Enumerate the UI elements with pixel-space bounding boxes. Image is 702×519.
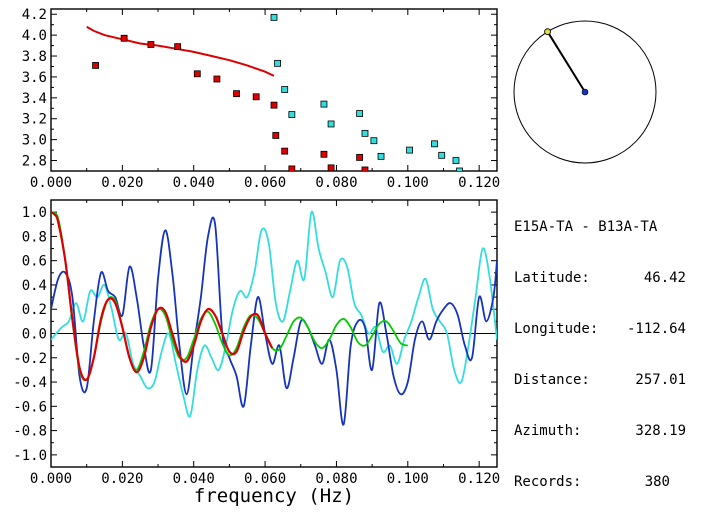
cyan-square-point xyxy=(438,151,446,159)
top-ytick-label: 4.2 xyxy=(22,7,47,23)
top-ytick-label: 3.8 xyxy=(22,49,47,65)
top-xtick-label: 0.120 xyxy=(458,175,500,191)
cyan-square-point xyxy=(320,100,328,108)
top-dispersion-curve xyxy=(86,25,275,77)
red-square-point xyxy=(252,93,260,101)
longitude-value: -112.64 xyxy=(626,321,686,337)
cyan-square-point xyxy=(327,120,335,128)
top-ytick-label: 3.4 xyxy=(22,91,47,107)
bottom-data-layer xyxy=(51,210,497,426)
red-square-point xyxy=(272,132,280,139)
bottom-xtick-label: 0.080 xyxy=(315,471,357,487)
bottom-ytick-label: -0.4 xyxy=(13,375,47,391)
bottom-xtick-label: 0.060 xyxy=(244,471,286,487)
bottom-xtick-label: 0.040 xyxy=(173,471,215,487)
cyan-square-point xyxy=(406,146,413,154)
cyan-series-line xyxy=(51,210,497,418)
azimuth-label: Azimuth: xyxy=(514,423,582,439)
correlation-plot: 0.000 0.020 0.040 0.060 0.080 0.100 0.120 -1.0 -… xyxy=(13,199,500,507)
bottom-ytick-label: 0.2 xyxy=(22,302,47,318)
top-ytick-label: 4.0 xyxy=(22,28,47,44)
red-square-point xyxy=(92,62,99,69)
red-square-point xyxy=(120,34,128,42)
bottom-xtick-label: 0.000 xyxy=(30,471,72,487)
x-axis-label: frequency (Hz) xyxy=(194,485,354,507)
top-xtick-label: 0.080 xyxy=(315,175,357,191)
bottom-ytick-label: 0.4 xyxy=(22,278,47,294)
bottom-ytick-label: -0.2 xyxy=(13,351,47,367)
azimuth-value: 328.19 xyxy=(635,423,686,439)
bottom-ytick-label: -0.6 xyxy=(13,399,47,415)
bottom-ytick-label: 0.0 xyxy=(22,327,47,343)
red-square-point xyxy=(233,90,240,98)
latitude-row: Latitude: 46.42 xyxy=(514,270,686,287)
station-info-panel: E15A-TA - B13A-TA Latitude: 46.42 Longitu… xyxy=(514,185,686,508)
records-label: Records: xyxy=(514,474,582,490)
cyan-square-point xyxy=(452,157,460,164)
top-xtick-label: 0.060 xyxy=(244,175,286,191)
red-square-point xyxy=(213,75,221,83)
longitude-row: Longitude: -112.64 xyxy=(514,321,686,338)
top-xtick-label: 0.000 xyxy=(30,175,72,191)
cyan-square-point xyxy=(370,137,378,145)
cyan-square-point xyxy=(361,129,369,137)
distance-value: 257.01 xyxy=(635,372,686,388)
bottom-ytick-label: 0.8 xyxy=(22,229,47,245)
top-ytick-label: 3.0 xyxy=(22,133,47,149)
azimuth-compass xyxy=(513,20,657,164)
red-square-point xyxy=(281,147,289,155)
bottom-xtick-label: 0.100 xyxy=(387,471,429,487)
azimuth-row: Azimuth: 328.19 xyxy=(514,423,686,440)
cyan-square-point xyxy=(281,86,289,93)
distance-label: Distance: xyxy=(514,372,590,388)
top-xtick-label: 0.020 xyxy=(101,175,143,191)
red-square-point xyxy=(147,41,155,48)
records-row: Records: 380 xyxy=(514,474,686,491)
red-square-point xyxy=(361,166,369,171)
cyan-square-point xyxy=(356,110,364,117)
red-square-point xyxy=(193,70,201,78)
latitude-label: Latitude: xyxy=(514,270,590,286)
red-square-point xyxy=(288,165,296,171)
red-square-point xyxy=(270,101,278,109)
cyan-square-point xyxy=(456,167,463,171)
top-frame xyxy=(50,8,498,172)
cyan-square-point xyxy=(288,111,296,118)
azimuth-line xyxy=(546,31,586,93)
cyan-square-point xyxy=(377,152,385,160)
records-value: 380 xyxy=(644,474,670,490)
bottom-ytick-label: 1.0 xyxy=(22,205,47,221)
compass-circle xyxy=(513,20,657,164)
red-square-point xyxy=(356,154,364,161)
top-ytick-label: 2.8 xyxy=(22,154,47,170)
cyan-square-point xyxy=(270,13,278,21)
blue-series-line xyxy=(51,216,497,426)
bottom-xtick-label: 0.120 xyxy=(458,471,500,487)
cyan-square-point xyxy=(431,140,438,148)
red-series-line xyxy=(51,211,274,382)
top-xtick-label: 0.100 xyxy=(387,175,429,191)
dispersion-plot: 0.000 0.020 0.040 0.060 0.080 0.100 0.120 2.8 3.… xyxy=(22,7,501,191)
compass-center-dot xyxy=(581,88,589,96)
station-pair: E15A-TA - B13A-TA xyxy=(514,219,658,235)
red-square-point xyxy=(320,150,328,158)
longitude-label: Longitude: xyxy=(514,321,599,337)
bottom-ytick-label: -0.8 xyxy=(13,424,47,440)
red-square-point xyxy=(327,164,335,171)
latitude-value: 46.42 xyxy=(643,270,686,286)
top-ytick-label: 3.2 xyxy=(22,112,47,128)
top-data-layer xyxy=(86,13,463,171)
azimuth-tip-dot xyxy=(544,28,551,36)
cyan-square-point xyxy=(274,59,281,67)
distance-row: Distance: 257.01 xyxy=(514,372,686,389)
top-ytick-label: 3.6 xyxy=(22,70,47,86)
bottom-ytick-label: -1.0 xyxy=(13,448,47,464)
bottom-ytick-label: 0.6 xyxy=(22,254,47,270)
top-xtick-label: 0.040 xyxy=(173,175,215,191)
red-square-point xyxy=(174,43,182,51)
green-series-line xyxy=(51,211,409,382)
bottom-xtick-label: 0.020 xyxy=(101,471,143,487)
